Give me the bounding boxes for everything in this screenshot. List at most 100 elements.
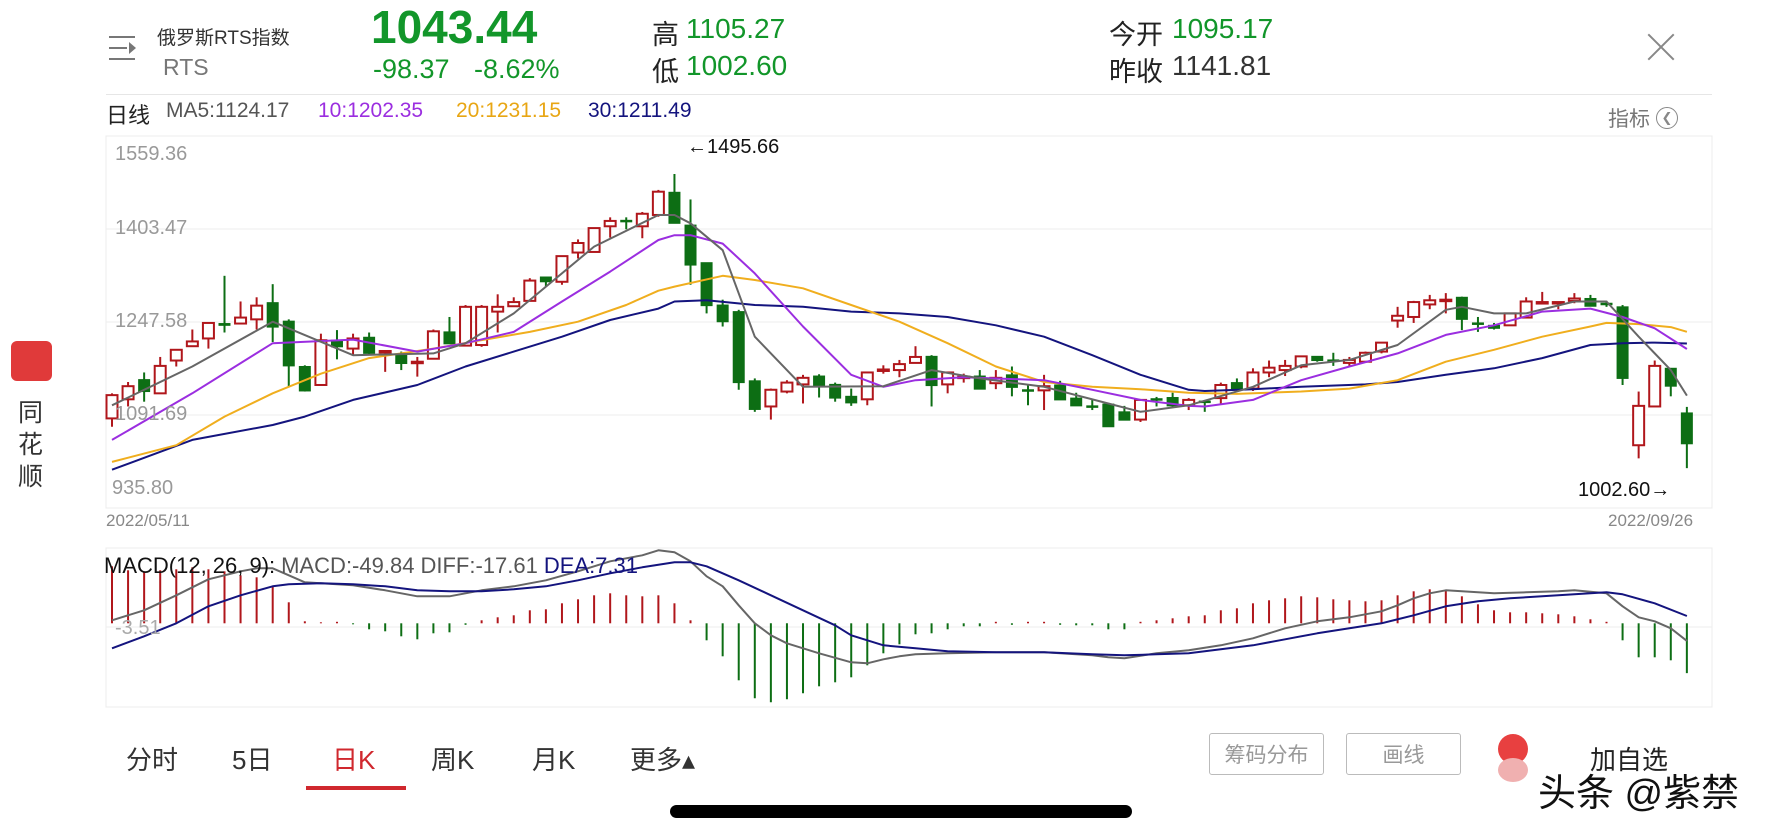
candle-down bbox=[1118, 411, 1131, 421]
index-name: 俄罗斯RTS指数 bbox=[157, 28, 290, 49]
candle-down bbox=[1600, 302, 1613, 306]
ma30-value: 30:1211.49 bbox=[588, 99, 692, 122]
ma20-value: 20:1231.15 bbox=[456, 99, 562, 122]
chip-distribution-button[interactable]: 筹码分布 bbox=[1209, 733, 1324, 775]
menu-icon[interactable] bbox=[109, 34, 139, 62]
index-code: RTS bbox=[163, 54, 209, 80]
candle-up bbox=[1407, 301, 1421, 318]
candle-down bbox=[1086, 405, 1099, 408]
candle-up bbox=[378, 349, 392, 354]
candle-down bbox=[973, 375, 986, 390]
period-label: 日线 bbox=[106, 103, 151, 128]
tab-daily-k[interactable]: 日K bbox=[332, 745, 376, 775]
candle-up bbox=[876, 368, 890, 372]
current-price: 1043.44 bbox=[371, 1, 538, 53]
tab-5day[interactable]: 5日 bbox=[232, 745, 273, 775]
candle-down bbox=[829, 383, 842, 399]
ma10-value: 10:1202.35 bbox=[318, 99, 424, 122]
tab-weekly-k[interactable]: 周K bbox=[431, 745, 475, 775]
candle-up bbox=[1535, 301, 1549, 305]
indicator-button[interactable]: 指标 ❮ bbox=[1608, 103, 1678, 133]
prev-close-label: 昨收 bbox=[1109, 57, 1163, 87]
candle-up bbox=[1439, 298, 1453, 303]
candle-up bbox=[603, 219, 617, 228]
candle-down bbox=[395, 354, 408, 365]
candle-up bbox=[1423, 299, 1437, 306]
candle-down bbox=[748, 380, 761, 410]
low-value: 1002.60 bbox=[686, 50, 788, 81]
candle-up bbox=[1294, 355, 1308, 368]
candle-up bbox=[1262, 366, 1276, 374]
candle-down bbox=[363, 336, 376, 354]
open-label: 今开 bbox=[1109, 20, 1163, 50]
candle-down bbox=[716, 304, 729, 323]
high-value: 1105.27 bbox=[686, 13, 786, 44]
candle-up bbox=[780, 381, 794, 393]
candle-down bbox=[1070, 397, 1083, 407]
y-tick-label: 1559.36 bbox=[115, 143, 188, 165]
candle-up bbox=[1278, 364, 1292, 372]
draw-line-button[interactable]: 画线 bbox=[1346, 733, 1461, 775]
prev-close-value: 1141.81 bbox=[1172, 50, 1272, 81]
candle-up bbox=[571, 242, 585, 254]
candle-up bbox=[250, 304, 264, 321]
candle-up bbox=[587, 227, 601, 253]
tab-monthly-k[interactable]: 月K bbox=[532, 745, 576, 775]
y-tick-label: 1247.58 bbox=[115, 310, 188, 332]
macd-legend: MACD(12, 26, 9): MACD:-49.84 DIFF:-17.61… bbox=[104, 553, 638, 579]
candle-down bbox=[1166, 397, 1179, 407]
close-icon[interactable] bbox=[1646, 32, 1676, 62]
header-divider bbox=[106, 94, 1712, 95]
candle-up bbox=[201, 321, 215, 340]
add-watchlist-button[interactable]: 加自选 bbox=[1590, 745, 1669, 775]
indicator-label: 指标 bbox=[1608, 108, 1650, 131]
candle-down bbox=[813, 375, 826, 387]
candle-up bbox=[1648, 364, 1662, 408]
macd-axis-label: -3.51 bbox=[115, 617, 161, 639]
candle-up bbox=[1133, 398, 1147, 421]
tab-intraday[interactable]: 分时 bbox=[126, 745, 179, 775]
candle-down bbox=[1150, 398, 1163, 401]
candle-up bbox=[1375, 341, 1389, 353]
ths-logo-icon[interactable] bbox=[11, 341, 52, 381]
end-date-label: 2022/09/26 bbox=[1608, 511, 1694, 530]
candle-down bbox=[668, 191, 681, 224]
brand-char: 花 bbox=[18, 431, 44, 459]
candle-down bbox=[845, 395, 858, 404]
candle-up bbox=[185, 340, 199, 348]
min-price-marker: 1002.60→ bbox=[1578, 479, 1671, 501]
candle-up bbox=[651, 190, 665, 216]
macd-value: MACD:-49.84 bbox=[281, 553, 415, 578]
chevron-left-circle-icon: ❮ bbox=[1656, 107, 1678, 129]
tab-more[interactable]: 更多▴ bbox=[630, 745, 696, 775]
candle-down bbox=[1230, 382, 1243, 390]
ma10-line bbox=[111, 234, 1688, 441]
low-label: 低 bbox=[652, 57, 679, 87]
candle-down bbox=[620, 219, 633, 223]
dea-line bbox=[111, 561, 1688, 657]
ma5-line bbox=[111, 214, 1688, 413]
ma5-value: MA5:1124.17 bbox=[166, 99, 290, 122]
candle-up bbox=[105, 394, 119, 420]
home-indicator[interactable] bbox=[670, 805, 1132, 818]
candle-up bbox=[909, 355, 922, 364]
candle-up bbox=[346, 337, 360, 350]
candle-down bbox=[1021, 389, 1034, 392]
open-value: 1095.17 bbox=[1172, 13, 1274, 44]
candle-up bbox=[1391, 314, 1405, 322]
candle-up bbox=[410, 360, 424, 365]
y-tick-label: 935.80 bbox=[112, 477, 174, 499]
candle-up bbox=[314, 339, 328, 386]
macd-title: MACD(12, 26, 9): bbox=[104, 553, 276, 578]
dea-value: DEA:7.31 bbox=[543, 553, 638, 578]
candle-down bbox=[684, 224, 697, 266]
candle-down bbox=[1680, 412, 1693, 445]
watermark: 头条 @紫禁 bbox=[1538, 773, 1740, 815]
diff-line bbox=[111, 549, 1688, 665]
brand-char: 顺 bbox=[18, 463, 44, 491]
candle-down bbox=[266, 302, 279, 328]
red-dot-shadow-icon bbox=[1498, 758, 1528, 782]
candle-up bbox=[121, 385, 135, 401]
brand-char: 同 bbox=[18, 399, 44, 427]
